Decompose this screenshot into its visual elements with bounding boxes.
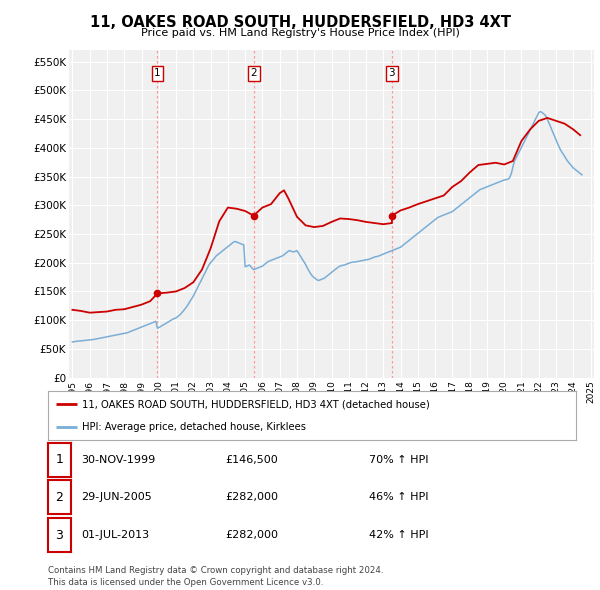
Text: £146,500: £146,500	[225, 455, 278, 464]
Text: HPI: Average price, detached house, Kirklees: HPI: Average price, detached house, Kirk…	[82, 422, 307, 432]
Text: 1: 1	[154, 68, 161, 78]
Text: £282,000: £282,000	[225, 493, 278, 502]
Text: 70% ↑ HPI: 70% ↑ HPI	[369, 455, 428, 464]
Text: 42% ↑ HPI: 42% ↑ HPI	[369, 530, 428, 540]
Text: 2: 2	[55, 491, 64, 504]
Text: Price paid vs. HM Land Registry's House Price Index (HPI): Price paid vs. HM Land Registry's House …	[140, 28, 460, 38]
Text: 01-JUL-2013: 01-JUL-2013	[81, 530, 149, 540]
Text: 30-NOV-1999: 30-NOV-1999	[81, 455, 155, 464]
Text: 3: 3	[389, 68, 395, 78]
Text: £282,000: £282,000	[225, 530, 278, 540]
Text: 3: 3	[55, 529, 64, 542]
Text: 1: 1	[55, 453, 64, 466]
Text: 29-JUN-2005: 29-JUN-2005	[81, 493, 152, 502]
Text: 46% ↑ HPI: 46% ↑ HPI	[369, 493, 428, 502]
Text: 11, OAKES ROAD SOUTH, HUDDERSFIELD, HD3 4XT: 11, OAKES ROAD SOUTH, HUDDERSFIELD, HD3 …	[89, 15, 511, 30]
Text: 11, OAKES ROAD SOUTH, HUDDERSFIELD, HD3 4XT (detached house): 11, OAKES ROAD SOUTH, HUDDERSFIELD, HD3 …	[82, 399, 430, 409]
Text: 2: 2	[250, 68, 257, 78]
Text: Contains HM Land Registry data © Crown copyright and database right 2024.
This d: Contains HM Land Registry data © Crown c…	[48, 566, 383, 587]
